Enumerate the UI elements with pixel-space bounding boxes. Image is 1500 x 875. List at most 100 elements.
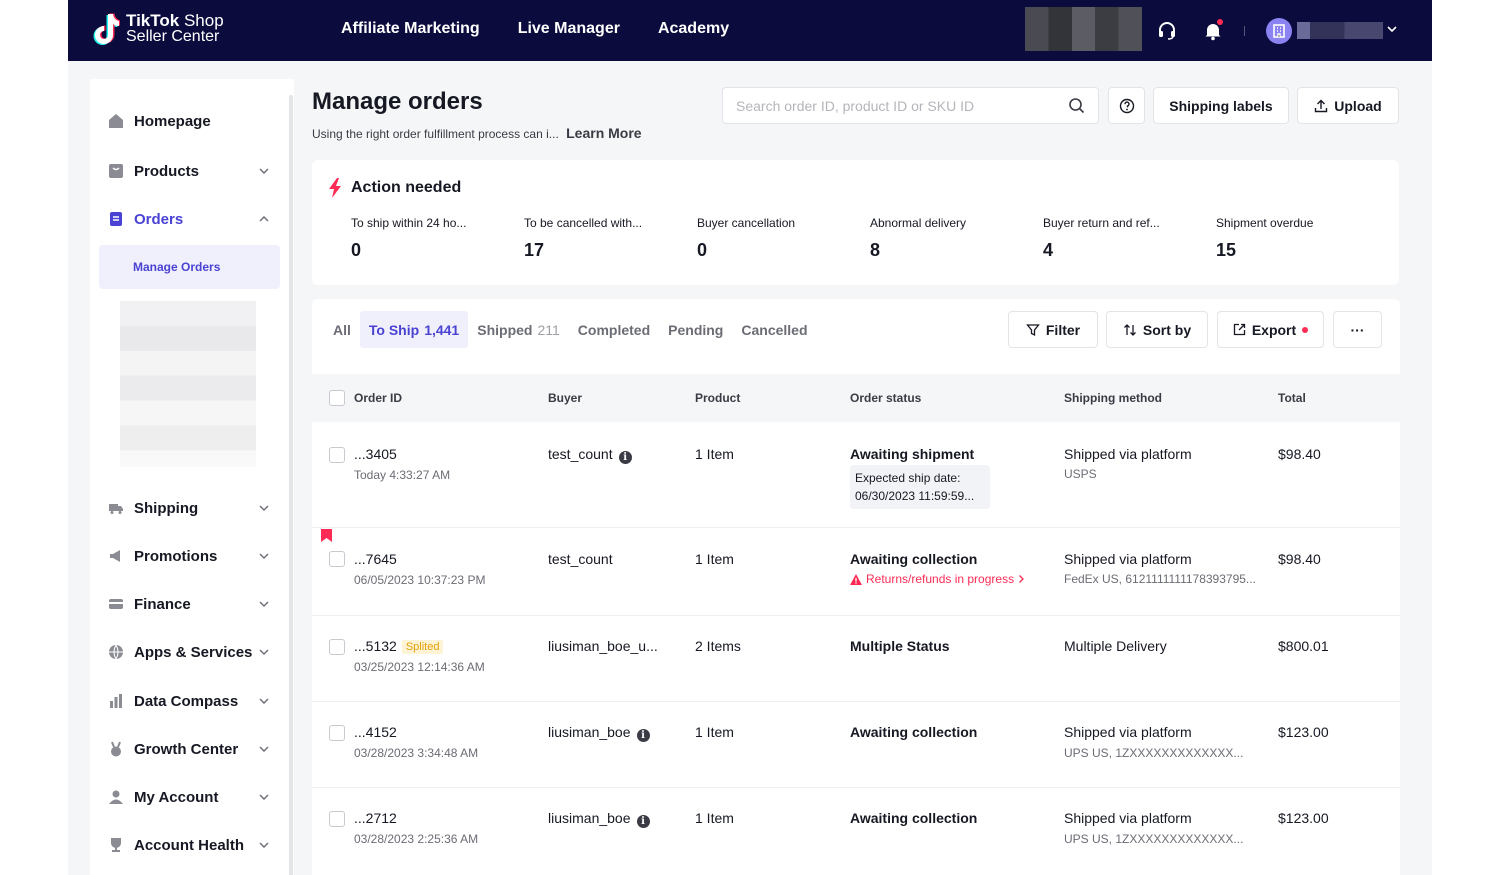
tab-shipped[interactable]: Shipped 211 [468,311,569,348]
column-order-id[interactable]: Order ID [354,391,403,405]
headset-icon[interactable] [1156,19,1178,41]
metric-buyer-return-refund[interactable]: Buyer return and ref... 4 [1043,216,1203,261]
row-checkbox[interactable] [329,639,345,655]
tab-label: Cancelled [741,321,808,338]
column-buyer[interactable]: Buyer [548,391,583,405]
filter-icon [1026,323,1040,336]
column-order-status[interactable]: Order status [850,391,922,405]
column-shipping-method[interactable]: Shipping method [1064,391,1162,405]
metric-shipment-overdue[interactable]: Shipment overdue 15 [1216,216,1376,261]
tiktok-shop-logo[interactable]: TikTok Shop Seller Center [92,12,224,46]
buyer-name[interactable]: liusiman_boe [548,724,631,740]
order-id[interactable]: ...5132 [354,638,397,654]
bookmark-flag-icon[interactable] [321,529,332,542]
sidebar-item-growth-center[interactable]: Growth Center [108,737,270,761]
sort-button[interactable]: Sort by [1106,311,1208,348]
product-count[interactable]: 1 Item [695,810,734,826]
globe-icon [109,644,123,660]
sidebar-item-finance[interactable]: Finance [108,592,270,616]
row-checkbox[interactable] [329,811,345,827]
table-row[interactable]: ...4152 03/28/2023 3:34:48 AM liusiman_b… [312,702,1400,788]
metric-abnormal-delivery[interactable]: Abnormal delivery 8 [870,216,1030,261]
select-all-checkbox[interactable] [329,390,345,406]
sidebar-item-shipping[interactable]: Shipping [108,496,270,520]
info-icon[interactable]: i [636,815,650,828]
help-button[interactable] [1108,87,1145,124]
returns-warning-link[interactable]: Returns/refunds in progress [850,572,1025,586]
order-status: Multiple Status [850,638,950,654]
table-row[interactable]: ...3405 Today 4:33:27 AM test_count i 1 I… [312,422,1400,528]
info-icon[interactable]: i [618,451,632,464]
export-icon [1233,323,1245,336]
logo-shop: Shop [183,11,224,30]
buyer-name[interactable]: test_count [548,551,613,567]
buyer-name[interactable]: test_count [548,446,613,462]
notification-bell-icon[interactable] [1202,19,1224,41]
sidebar-item-promotions[interactable]: Promotions [108,544,270,568]
sidebar-item-homepage[interactable]: Homepage [108,109,270,133]
info-icon[interactable]: i [636,729,650,742]
product-count[interactable]: 2 Items [695,638,741,654]
sidebar-item-products[interactable]: Products [108,159,270,183]
order-id[interactable]: ...2712 [354,810,397,826]
subtitle-text: Using the right order fulfillment proces… [312,127,559,141]
buyer-name[interactable]: liusiman_boe_u... [548,638,658,654]
buyer-name[interactable]: liusiman_boe [548,810,631,826]
logo-brand: TikTok [126,11,180,30]
table-row[interactable]: ...2712 03/28/2023 2:25:36 AM liusiman_b… [312,788,1400,874]
search-icon[interactable] [1068,97,1086,115]
row-checkbox[interactable] [329,725,345,741]
chevron-down-icon [259,601,269,607]
nav-live-manager[interactable]: Live Manager [517,20,620,37]
sidebar-item-account-health[interactable]: Account Health [108,833,270,857]
sidebar-subitem-manage-orders[interactable]: Manage Orders [99,245,280,289]
more-options-button[interactable]: ··· [1333,311,1382,348]
sidebar-item-data-compass[interactable]: Data Compass [108,689,270,713]
tab-completed[interactable]: Completed [569,311,659,348]
expected-ship-label: Expected ship date: [855,471,961,485]
sidebar-scrollbar[interactable] [289,95,293,875]
top-bar: TikTok Shop Seller Center Affiliate Mark… [68,0,1432,61]
order-id[interactable]: ...3405 [354,446,397,462]
upload-button[interactable]: Upload [1297,87,1399,124]
table-row[interactable]: ...5132 Splited 03/25/2023 12:14:36 AM li… [312,616,1400,702]
learn-more-link[interactable]: Learn More [566,125,642,141]
shop-avatar[interactable] [1266,18,1292,44]
shipping-labels-button[interactable]: Shipping labels [1153,87,1289,124]
product-count[interactable]: 1 Item [695,551,734,567]
sidebar-item-apps-services[interactable]: Apps & Services [108,640,270,664]
order-id[interactable]: ...4152 [354,724,397,740]
sidebar-item-my-account[interactable]: My Account [108,785,270,809]
column-total[interactable]: Total [1278,391,1306,405]
redacted-account-name[interactable] [1297,22,1383,39]
column-product[interactable]: Product [695,391,741,405]
order-total: $123.00 [1278,724,1329,740]
metric-to-ship-24h[interactable]: To ship within 24 ho... 0 [351,216,511,261]
filter-button[interactable]: Filter [1008,311,1098,348]
metric-to-be-cancelled[interactable]: To be cancelled with... 17 [524,216,684,261]
product-count[interactable]: 1 Item [695,724,734,740]
tab-pending[interactable]: Pending [659,311,732,348]
sidebar-item-label: Growth Center [134,740,239,758]
chevron-down-icon[interactable] [1386,23,1398,35]
nav-academy[interactable]: Academy [657,20,730,37]
order-id[interactable]: ...7645 [354,551,397,567]
tab-cancelled[interactable]: Cancelled [732,311,816,348]
metric-buyer-cancellation[interactable]: Buyer cancellation 0 [697,216,857,261]
search-input[interactable] [736,97,1056,114]
divider [1244,26,1245,36]
row-checkbox[interactable] [329,447,345,463]
order-date: 06/05/2023 10:37:23 PM [354,573,486,587]
tab-all[interactable]: All [324,311,360,348]
tab-to-ship[interactable]: To Ship 1,441 [359,311,469,348]
row-checkbox[interactable] [329,551,345,567]
export-button[interactable]: Export [1217,311,1324,348]
order-total: $800.01 [1278,638,1329,654]
sidebar-item-orders[interactable]: Orders [108,207,270,231]
shipping-carrier: UPS US, 1ZXXXXXXXXXXXXX... [1064,746,1244,760]
sidebar-item-label: Finance [134,595,191,613]
product-count[interactable]: 1 Item [695,446,734,462]
table-row[interactable]: ...7645 06/05/2023 10:37:23 PM test_coun… [312,528,1400,616]
order-search-box [722,87,1099,124]
nav-affiliate-marketing[interactable]: Affiliate Marketing [341,20,480,37]
